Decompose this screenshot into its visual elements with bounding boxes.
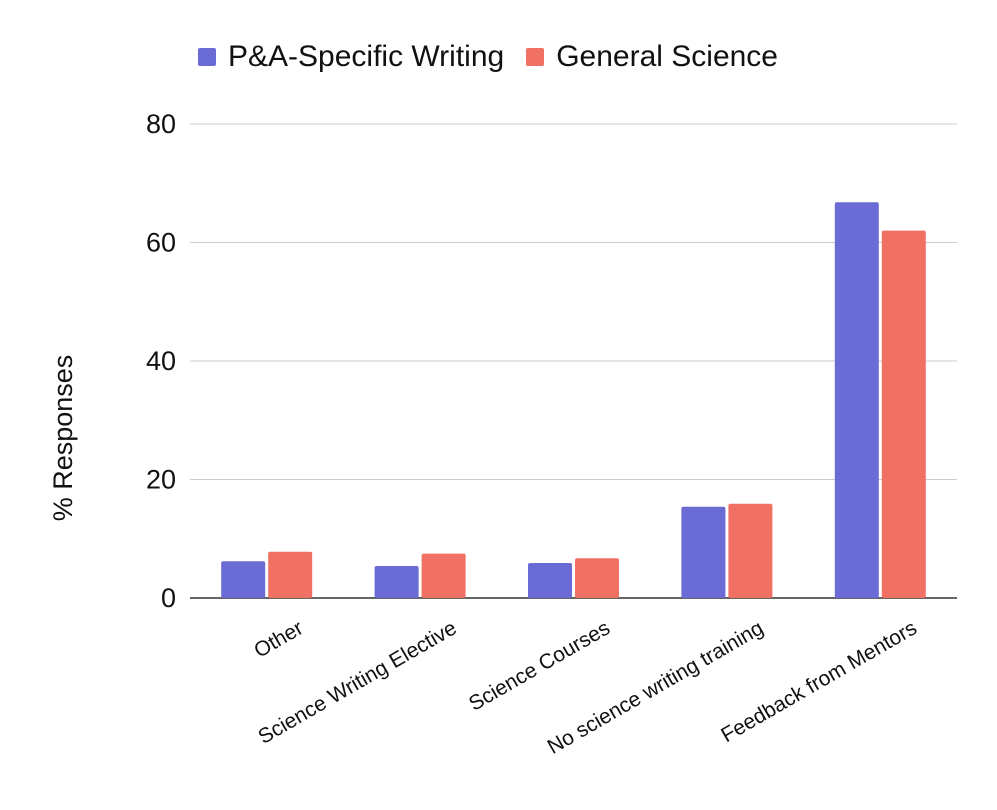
y-tick-label: 0	[161, 583, 176, 613]
y-tick-label: 20	[146, 465, 176, 495]
legend-label-pa-specific: P&A-Specific Writing	[228, 40, 505, 73]
bar-general-science-4	[881, 230, 926, 598]
bar-pa-specific-0	[221, 561, 266, 598]
bar-pa-specific-2	[528, 563, 572, 598]
legend-label-general-science: General Science	[556, 40, 778, 73]
bar-general-science-0	[268, 551, 313, 598]
y-tick-label: 80	[146, 109, 176, 139]
bars	[221, 202, 926, 598]
gridlines	[190, 123, 957, 599]
legend-swatch-general-science	[526, 48, 545, 66]
bar-general-science-3	[728, 503, 773, 598]
legend-item-pa-specific: P&A-Specific Writing	[198, 40, 504, 74]
legend-item-general-science: General Science	[526, 40, 778, 74]
bar-general-science-2	[575, 558, 619, 598]
legend: P&A-Specific Writing General Science	[198, 40, 800, 74]
x-category-label: Science Courses	[465, 616, 614, 715]
bar-pa-specific-3	[681, 506, 726, 598]
x-category-label: Other	[250, 616, 307, 662]
y-tick-label: 40	[146, 346, 176, 376]
bar-pa-specific-1	[374, 566, 419, 598]
bar-general-science-1	[421, 553, 466, 598]
bar-pa-specific-4	[834, 202, 879, 598]
legend-swatch-pa-specific	[198, 48, 216, 66]
y-axis-label: % Responses	[48, 355, 78, 522]
y-tick-labels: 0 20 40 60 80	[146, 109, 176, 613]
y-tick-label: 60	[146, 228, 176, 258]
